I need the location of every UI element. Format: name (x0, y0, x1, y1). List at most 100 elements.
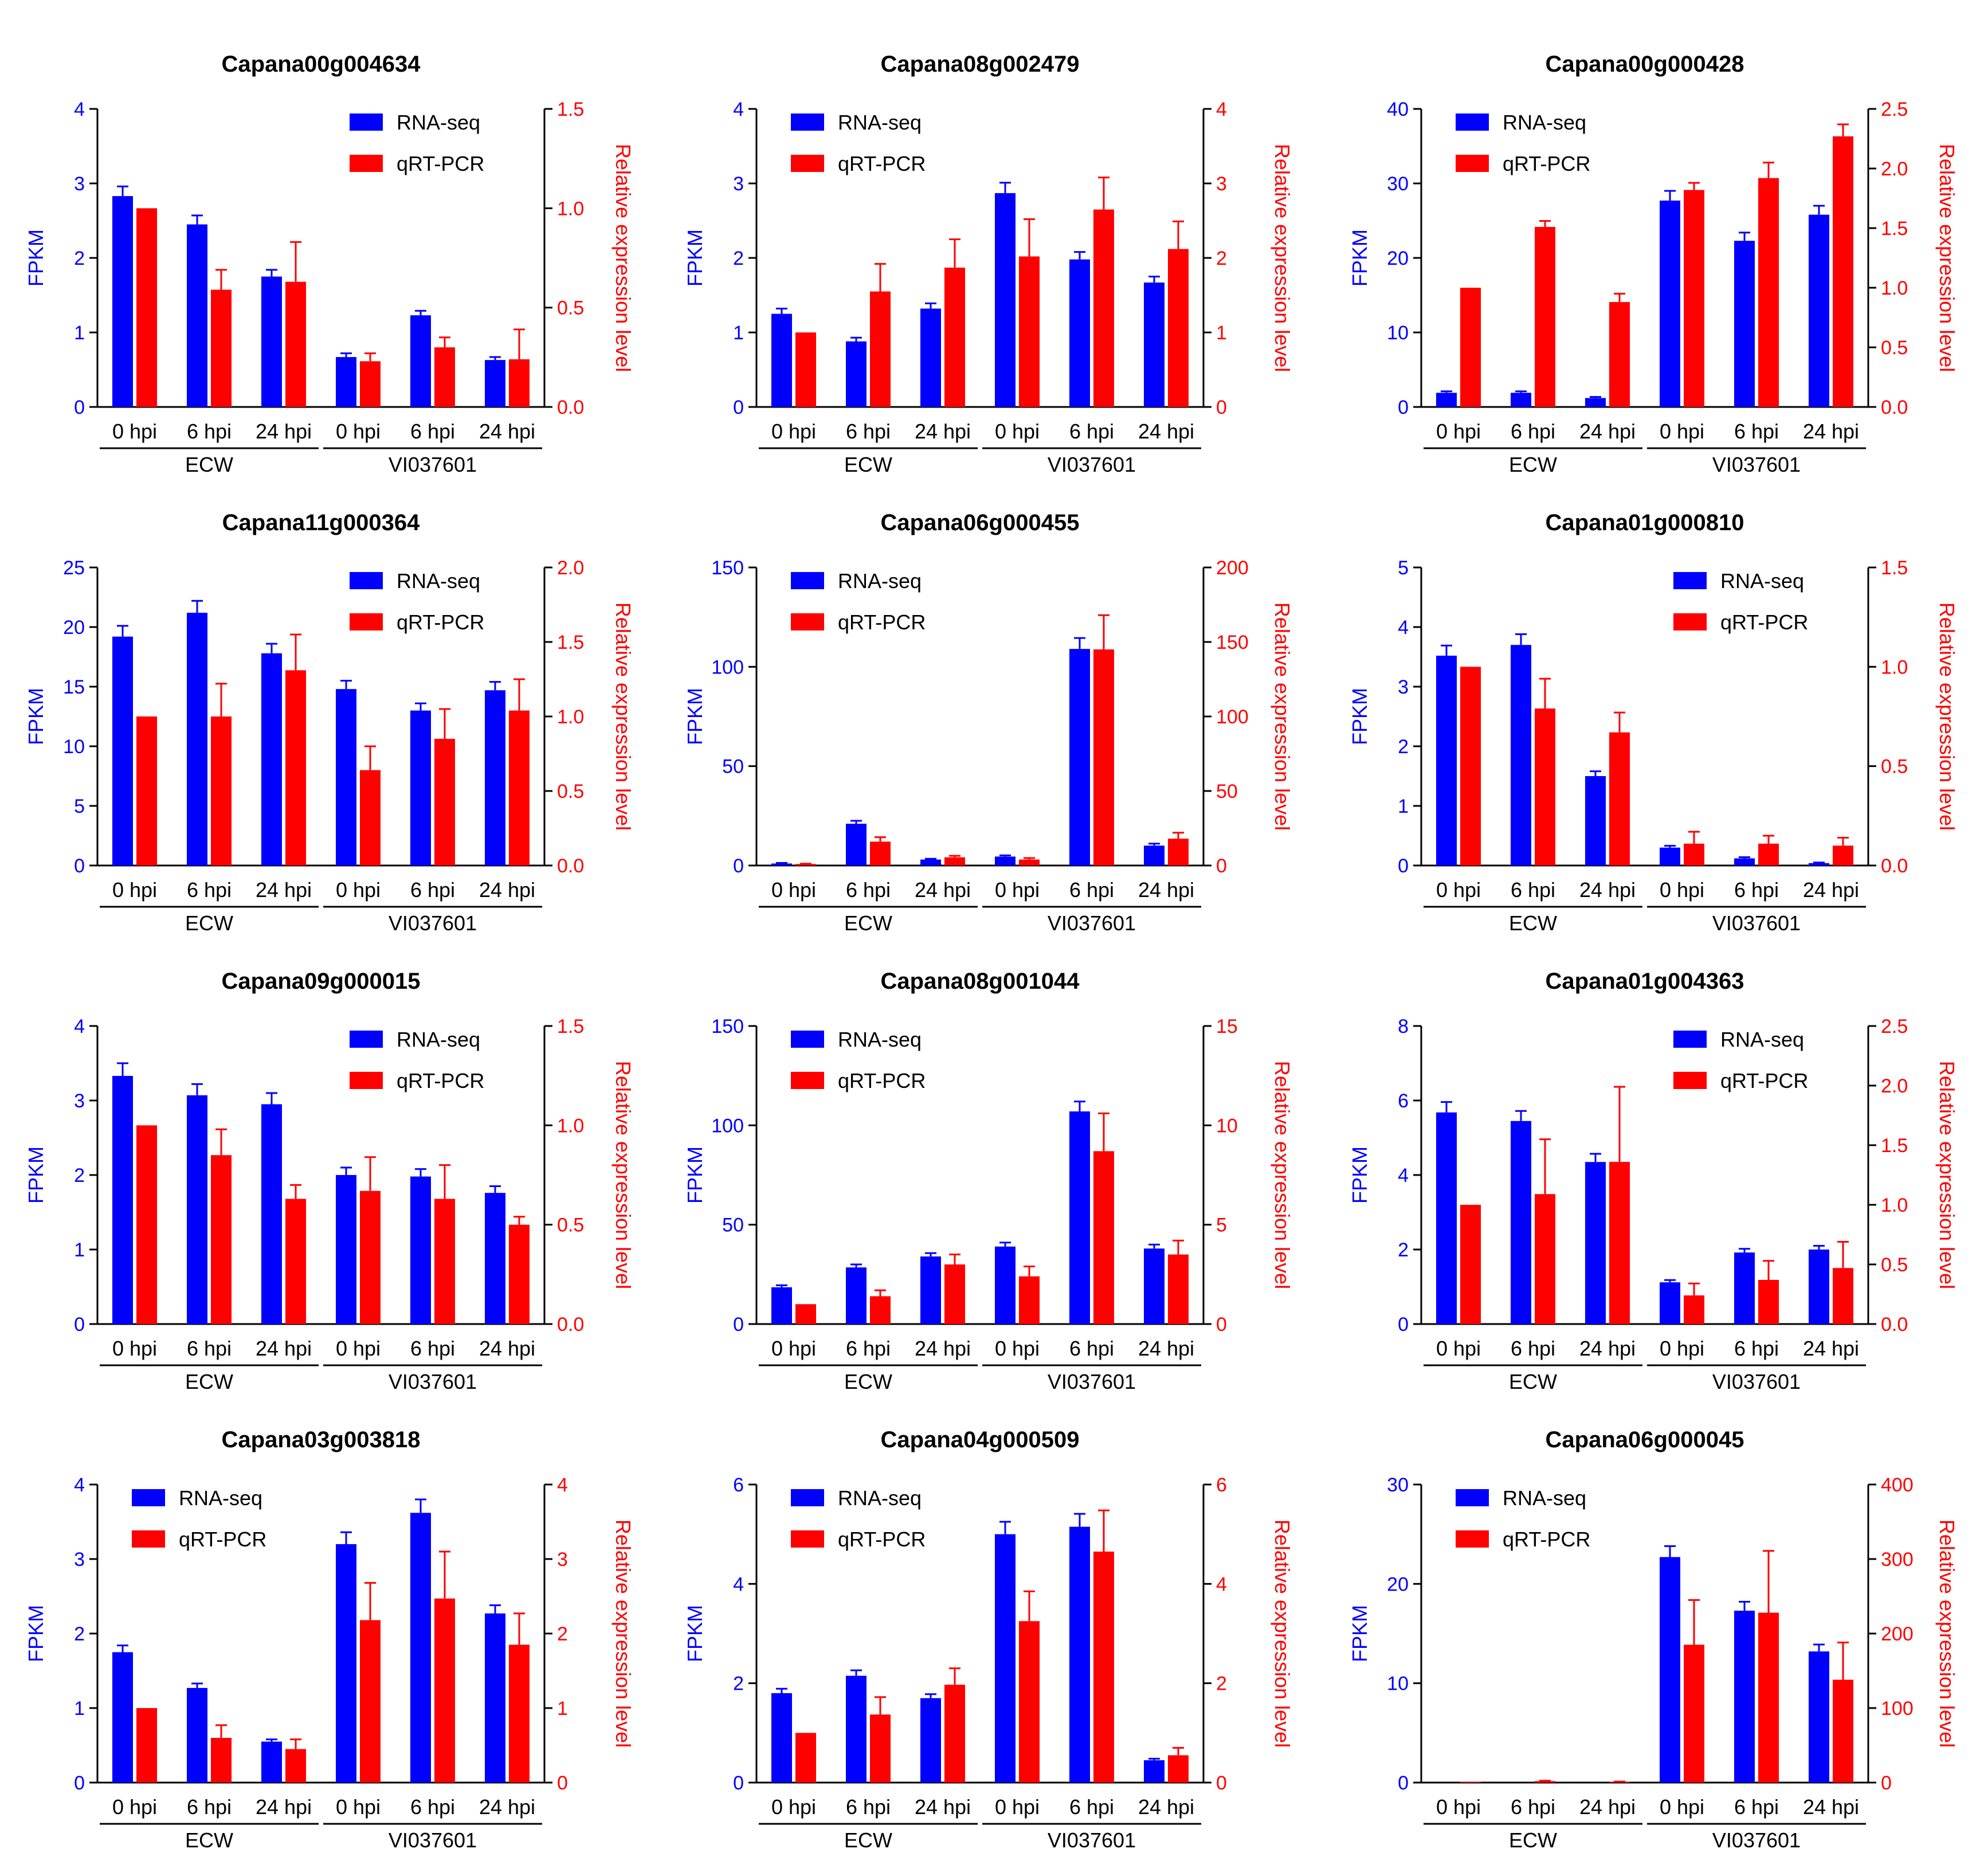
category-label: 6 hpi (846, 420, 891, 443)
left-axis-title: FPKM (24, 1605, 48, 1662)
left-tick-label: 2 (1398, 1239, 1409, 1261)
rnaseq-bar (1069, 259, 1090, 407)
rnaseq-bar (1144, 1248, 1165, 1324)
category-label: 24 hpi (1579, 1795, 1636, 1819)
qrtpcr-bar (360, 770, 381, 865)
category-label: 0 hpi (336, 420, 381, 443)
right-tick-label: 1.0 (1881, 1194, 1908, 1216)
left-axis-title: FPKM (24, 229, 48, 287)
category-label: 6 hpi (1069, 1337, 1114, 1360)
qrtpcr-bar (1093, 649, 1114, 865)
right-tick-label: 0 (1881, 1772, 1892, 1794)
chart-title: Capana00g004634 (222, 52, 421, 77)
category-label: 24 hpi (256, 1337, 312, 1360)
chart-title: Capana06g000045 (1546, 1427, 1744, 1452)
category-label: 6 hpi (187, 420, 232, 443)
right-tick-label: 1.5 (557, 632, 584, 653)
left-tick-label: 0 (74, 855, 85, 877)
rnaseq-bar (485, 690, 505, 865)
rnaseq-bar (920, 859, 941, 865)
right-tick-label: 1.0 (1881, 277, 1908, 299)
left-tick-label: 2 (74, 1623, 85, 1645)
right-tick-label: 2.0 (1881, 158, 1908, 180)
legend-label-rnaseq: RNA-seq (838, 1028, 922, 1051)
right-tick-label: 300 (1881, 1549, 1914, 1570)
rnaseq-bar (1809, 1250, 1829, 1324)
chart-panel-8: Capana08g001044 0 50 100 150 FPKM 0 5 10 15 Relati… (683, 969, 1294, 1393)
chart-panel-12: Capana06g000045 0 10 20 30 FPKM 0 100 200 300 400 R… (1348, 1427, 1959, 1852)
category-label: 6 hpi (1734, 1795, 1779, 1819)
rnaseq-bar (485, 1193, 505, 1324)
category-label: 0 hpi (336, 1337, 381, 1360)
rnaseq-bar (336, 1175, 356, 1324)
left-axis-title: FPKM (1348, 1146, 1371, 1204)
right-tick-label: 0 (557, 1772, 568, 1794)
left-axis-title: FPKM (24, 1146, 48, 1204)
qrtpcr-bar (1758, 843, 1779, 865)
left-tick-label: 150 (711, 557, 744, 579)
left-tick-label: 0 (733, 855, 744, 877)
legend-label-rnaseq: RNA-seq (397, 1028, 480, 1051)
right-tick-label: 400 (1881, 1474, 1914, 1496)
left-tick-label: 6 (1398, 1090, 1409, 1112)
qrtpcr-bar (1758, 1612, 1779, 1783)
right-tick-label: 2.0 (1881, 1075, 1908, 1097)
legend-label-rnaseq: RNA-seq (179, 1486, 262, 1510)
category-label: 24 hpi (1138, 878, 1194, 902)
right-tick-label: 100 (1881, 1698, 1914, 1720)
group-label: VI037601 (389, 453, 477, 476)
legend-swatch-rnaseq (791, 1031, 824, 1048)
legend-label-rnaseq: RNA-seq (1720, 569, 1804, 593)
group-label: VI037601 (1712, 1828, 1801, 1852)
left-tick-label: 4 (74, 1474, 85, 1496)
right-tick-label: 0.0 (557, 855, 584, 877)
chart-panel-4: Capana11g000364 0 5 10 15 20 25 FPKM 0.0 0.5 1.0 1.… (24, 510, 635, 935)
rnaseq-bar (1734, 241, 1755, 407)
rnaseq-bar (1660, 847, 1680, 865)
category-label: 0 hpi (112, 420, 157, 443)
qrtpcr-bar (285, 281, 306, 407)
right-tick-label: 1.0 (557, 706, 584, 728)
left-tick-label: 2 (74, 1165, 85, 1186)
category-label: 6 hpi (1511, 1337, 1555, 1360)
legend-swatch-qrtpcr (350, 1072, 383, 1089)
chart-panel-7: Capana09g000015 0 1 2 3 4 FPKM 0.0 0.5 1.0 1.5 Rela… (24, 969, 635, 1393)
rnaseq-bar (1585, 398, 1606, 407)
right-tick-label: 4 (1216, 1573, 1227, 1595)
category-label: 24 hpi (256, 1795, 312, 1819)
qrtpcr-bar (1833, 1268, 1853, 1324)
qrtpcr-bar (360, 1190, 381, 1324)
category-label: 24 hpi (1803, 1337, 1859, 1360)
chart-title: Capana03g003818 (222, 1427, 421, 1452)
rnaseq-bar (187, 1095, 207, 1324)
category-label: 6 hpi (1511, 420, 1555, 443)
left-axis-title: FPKM (24, 688, 48, 745)
category-label: 0 hpi (112, 1337, 157, 1360)
qrtpcr-bar (211, 1738, 232, 1783)
left-axis-title: FPKM (1348, 229, 1371, 287)
rnaseq-bar (410, 315, 431, 407)
category-label: 0 hpi (336, 1795, 381, 1819)
right-axis-title: Relative expression level (1935, 1061, 1959, 1289)
right-tick-label: 200 (1216, 557, 1249, 579)
left-tick-label: 0 (733, 1772, 744, 1794)
chart-title: Capana11g000364 (222, 510, 420, 535)
right-tick-label: 0.5 (1881, 337, 1908, 359)
qrtpcr-bar (509, 1644, 530, 1783)
qrtpcr-bar (1168, 1755, 1189, 1783)
rnaseq-bar (995, 856, 1016, 865)
rnaseq-bar (1734, 1611, 1755, 1783)
qrtpcr-bar (870, 291, 891, 407)
right-tick-label: 50 (1216, 781, 1238, 802)
category-label: 24 hpi (915, 420, 971, 443)
right-tick-label: 0.5 (1881, 1254, 1908, 1276)
legend-swatch-qrtpcr (1456, 155, 1489, 172)
rnaseq-bar (187, 224, 207, 407)
qrtpcr-bar (795, 1733, 816, 1783)
qrtpcr-bar (1535, 708, 1555, 865)
left-tick-label: 3 (74, 1549, 85, 1570)
rnaseq-bar (1069, 1111, 1090, 1324)
qrtpcr-bar (360, 1620, 381, 1783)
rnaseq-bar (1660, 1557, 1680, 1783)
qrtpcr-bar (1093, 1151, 1114, 1324)
